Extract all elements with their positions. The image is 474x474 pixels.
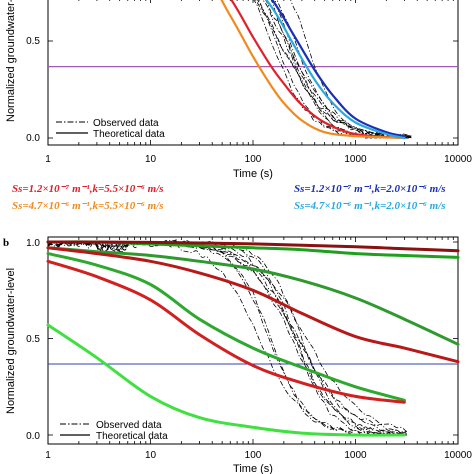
panel-a-theoretical-curves xyxy=(220,0,406,140)
panel-b-legend: Observed data Theoretical data xyxy=(60,420,168,442)
panel-b: b 1.0 0.5 0.0 1 10 100 1000 10000 Time (… xyxy=(3,236,472,474)
param-label-blue: Ss=1.2×10⁻⁷ m⁻¹,k=2.0×10⁻⁶ m/s xyxy=(294,183,446,195)
panel-b-theoretical-curves xyxy=(46,240,460,437)
theoretical-curve-5 xyxy=(46,252,406,402)
panel-b-observed-curves xyxy=(47,239,407,436)
legend-theoretical-label: Theoretical data xyxy=(96,431,168,442)
observed-curve xyxy=(265,0,412,138)
panel-b-xtick-10: 10 xyxy=(145,450,157,461)
observed-curve xyxy=(47,240,407,435)
theoretical-curve-3 xyxy=(270,0,406,138)
theoretical-curve-2 xyxy=(46,240,460,253)
panel-a: 0.5 0.0 1 10 100 1000 10000 Time (s) Nor… xyxy=(5,0,472,212)
panel-b-y-axis-label: Normalized groundwater-level xyxy=(5,268,17,414)
panel-b-ytick-0.5: 0.5 xyxy=(26,334,40,345)
panel-a-xtick-1000: 1000 xyxy=(344,154,367,165)
theoretical-curve-6 xyxy=(46,259,406,404)
observed-curve xyxy=(255,0,412,137)
observed-curve xyxy=(276,0,412,139)
panel-b-x-axis-label: Time (s) xyxy=(233,463,273,474)
observed-curve xyxy=(262,0,412,138)
param-label-red: Ss=1.2×10⁻⁷ m⁻¹,k=5.5×10⁻⁶ m/s xyxy=(12,183,164,195)
observed-curve xyxy=(274,0,412,139)
theoretical-curve-7 xyxy=(46,323,406,437)
panel-b-letter: b xyxy=(3,237,9,249)
param-label-lightblue: Ss=4.7×10⁻⁶ m⁻¹,k=2.0×10⁻⁶ m/s xyxy=(294,200,446,212)
theoretical-curve-4 xyxy=(46,246,460,364)
panel-a-ytick-0.0: 0.0 xyxy=(26,133,40,144)
panel-a-x-ticks xyxy=(47,0,459,145)
theoretical-curve-3 xyxy=(46,246,460,346)
observed-curve xyxy=(47,239,407,436)
panel-a-legend: Observed data Theoretical data xyxy=(56,118,165,140)
theoretical-curve-2 xyxy=(220,0,406,140)
panel-b-ytick-0.0: 0.0 xyxy=(26,431,40,442)
observed-curve xyxy=(47,241,407,436)
observed-curve xyxy=(47,241,407,434)
observed-curve xyxy=(47,241,407,436)
legend-theoretical-label: Theoretical data xyxy=(93,129,165,140)
panel-a-xtick-10: 10 xyxy=(145,154,157,165)
param-labels: Ss=1.2×10⁻⁷ m⁻¹,k=5.5×10⁻⁶ m/s Ss=4.7×10… xyxy=(12,183,446,212)
observed-curve xyxy=(47,239,407,436)
panel-b-xtick-10000: 10000 xyxy=(444,450,472,461)
observed-curve xyxy=(47,240,407,436)
legend-observed-label: Observed data xyxy=(96,420,162,431)
panel-b-xtick-100: 100 xyxy=(245,450,262,461)
panel-b-x-ticks xyxy=(47,237,459,444)
observed-curve xyxy=(257,0,412,139)
panel-a-xtick-1: 1 xyxy=(45,154,51,165)
panel-b-ytick-1.0: 1.0 xyxy=(26,238,40,249)
panel-a-y-axis-label: Normalized groundwater-level xyxy=(5,0,17,122)
panel-b-xtick-1000: 1000 xyxy=(344,450,367,461)
panel-a-x-axis-label: Time (s) xyxy=(233,168,273,180)
panel-a-xtick-10000: 10000 xyxy=(444,154,472,165)
theoretical-curve-4 xyxy=(265,0,406,140)
legend-observed-label: Observed data xyxy=(93,118,159,129)
panel-a-xtick-100: 100 xyxy=(245,154,262,165)
panel-a-ytick-0.5: 0.5 xyxy=(26,36,40,47)
theoretical-curve-1 xyxy=(230,0,406,140)
observed-curve xyxy=(253,0,412,139)
observed-curve xyxy=(47,240,407,436)
panel-b-xtick-1: 1 xyxy=(45,450,51,461)
param-label-orange: Ss=4.7×10⁻⁶ m⁻¹,k=5.5×10⁻⁶ m/s xyxy=(12,200,164,212)
